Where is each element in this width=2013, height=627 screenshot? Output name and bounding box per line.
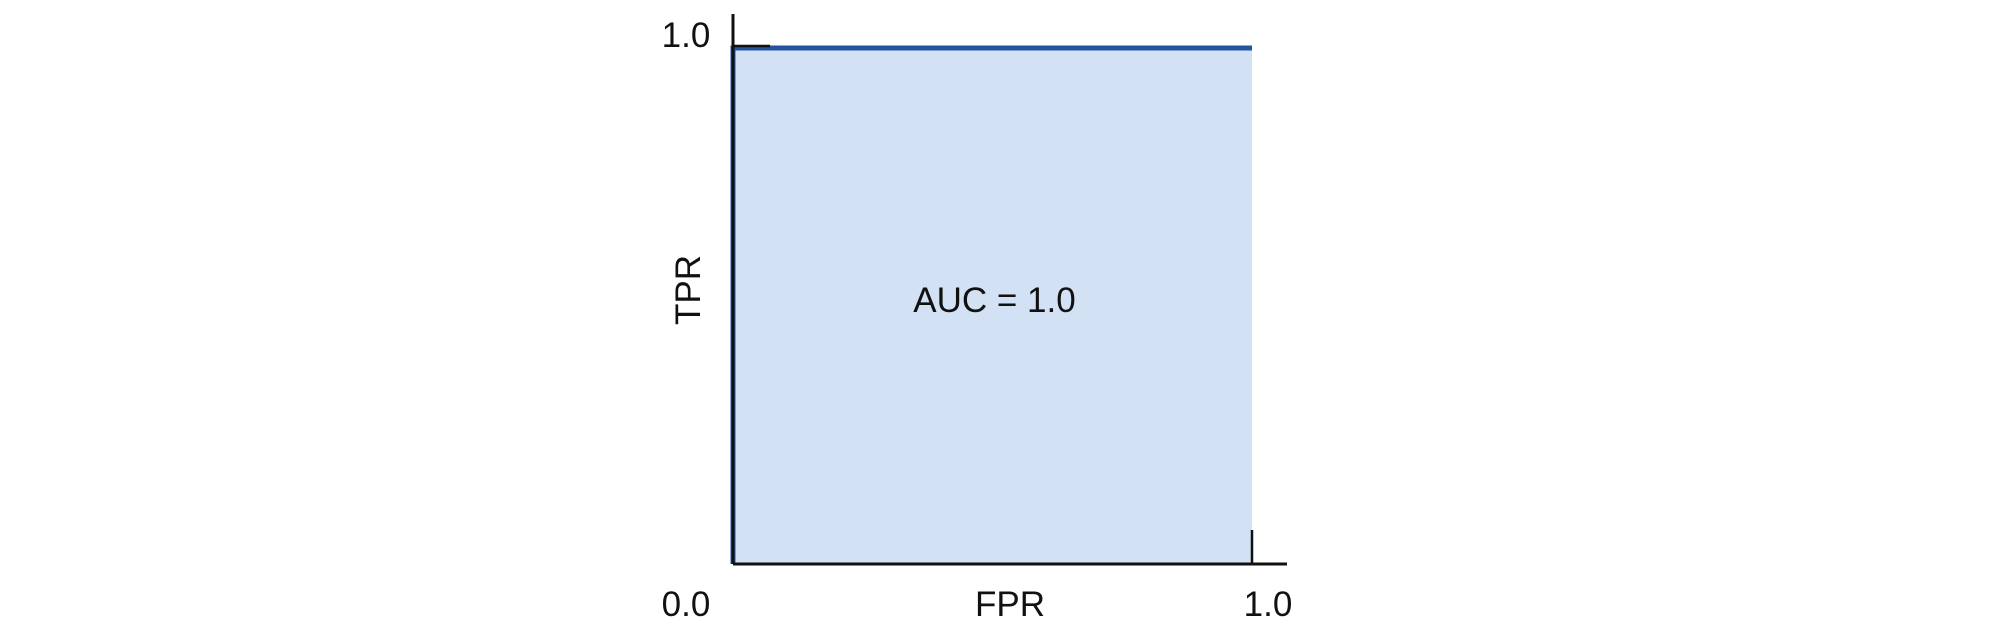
auc-annotation: AUC = 1.0 [913,281,1075,320]
y-axis-label: TPR [669,255,708,325]
x-axis-label: FPR [975,585,1045,624]
x-tick-label: 0.0 [662,585,711,624]
roc-area-fill [733,48,1252,564]
labels-group: FPR TPR AUC = 1.0 1.0 0.0 1.0 [662,16,1293,624]
y-tick-label: 1.0 [662,16,711,55]
x-tick-label: 1.0 [1244,585,1293,624]
plot-area-group [733,48,1252,564]
axes-group [731,14,1287,566]
